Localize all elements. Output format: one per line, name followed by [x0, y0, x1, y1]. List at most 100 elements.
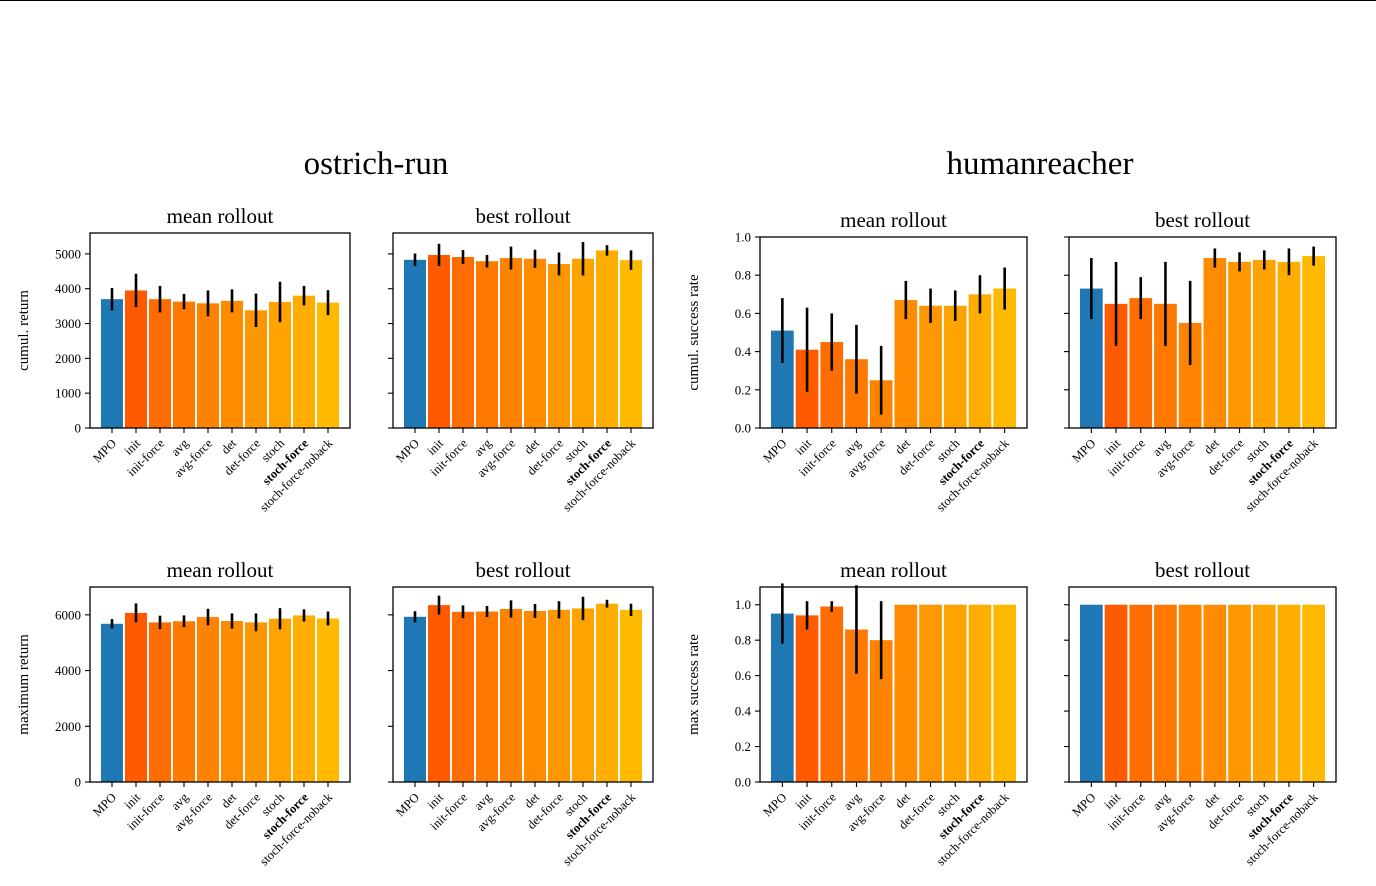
bar-stoch: [943, 305, 967, 428]
bar-stoch: [1252, 259, 1276, 428]
x-tick-label-MPO: MPO: [393, 436, 422, 465]
bar-stoch-force: [968, 604, 992, 782]
plot-frame: [89, 586, 351, 783]
bar-stoch: [1252, 604, 1276, 782]
bar-stoch-force: [968, 294, 992, 428]
group-title-humanreacher: humanreacher: [947, 146, 1134, 182]
y-tick-label: 4000: [55, 663, 81, 678]
bar-init-force: [1129, 604, 1153, 782]
x-tick-label-MPO: MPO: [90, 436, 119, 465]
y-tick-label: 4000: [55, 281, 81, 296]
bar-avg: [1154, 604, 1177, 782]
plot-frame: [759, 586, 1028, 783]
bar-avg: [1154, 303, 1177, 428]
bar-init: [795, 615, 819, 782]
y-axis-label: maximum return: [16, 634, 32, 735]
bar-avg: [475, 261, 499, 428]
y-tick-label: 0: [75, 421, 82, 436]
bar-det: [894, 604, 918, 782]
top-rule: [0, 0, 1376, 1]
bar-avg: [172, 301, 196, 428]
panel-title: best rollout: [475, 204, 570, 228]
y-tick-label: 0: [75, 775, 82, 790]
plot-frame: [392, 232, 654, 429]
bar-stoch-force: [1277, 604, 1301, 782]
bar-stoch: [268, 618, 292, 782]
y-tick-label: 1000: [55, 386, 81, 401]
panel-title: mean rollout: [167, 204, 274, 228]
plot-frame: [89, 232, 351, 429]
bar-avg: [845, 629, 868, 782]
bar-stoch-force-noback: [1302, 604, 1326, 782]
bar-init: [427, 605, 451, 782]
bar-stoch-force-noback: [316, 302, 340, 428]
bar-avg-force: [1178, 322, 1202, 428]
bar-stoch: [268, 301, 292, 428]
bar-det-force: [547, 609, 571, 782]
bar-init: [124, 612, 148, 782]
y-axis-label: cumul. return: [16, 290, 32, 371]
y-tick-label: 0.0: [735, 421, 751, 436]
bar-det: [220, 300, 244, 428]
bar-stoch: [571, 258, 595, 428]
y-tick-label: 0.0: [735, 775, 751, 790]
y-tick-label: 0.2: [735, 382, 751, 397]
bar-stoch-force: [1277, 261, 1301, 428]
bar-det-force: [919, 604, 942, 782]
bar-stoch: [571, 608, 595, 782]
y-tick-label: 0.4: [735, 344, 752, 359]
y-tick-label: 5000: [55, 246, 81, 261]
bar-det: [1203, 258, 1227, 428]
bar-avg-force: [196, 617, 220, 782]
bar-det-force: [547, 263, 571, 428]
panel-title: mean rollout: [167, 558, 274, 582]
bar-init-force: [148, 622, 172, 782]
bar-avg: [172, 621, 196, 782]
bar-stoch-force-noback: [316, 618, 340, 782]
y-tick-label: 2000: [55, 351, 81, 366]
panel-humanreacher-mean-cumul: mean rollout 0.0 0.2 0.4 0.6 0.8 1.0 cumul. suc…: [686, 208, 1028, 514]
bar-init-force: [148, 299, 172, 428]
bar-MPO: [1079, 604, 1103, 782]
bar-MPO: [403, 616, 427, 782]
y-tick-label: 0.6: [735, 668, 752, 683]
bar-stoch-force-noback: [993, 288, 1017, 428]
bar-det: [523, 258, 547, 428]
y-axis-label: cumul. success rate: [686, 274, 702, 391]
bar-det: [894, 300, 918, 428]
bar-avg-force: [499, 258, 523, 428]
y-tick-label: 6000: [55, 607, 81, 622]
bar-det-force: [1228, 604, 1251, 782]
bar-det-force: [244, 622, 268, 782]
bar-init-force: [820, 606, 844, 782]
bar-MPO: [770, 613, 794, 782]
x-tick-label-MPO: MPO: [1069, 436, 1098, 465]
panel-title: best rollout: [475, 558, 570, 582]
bar-stoch-force: [595, 603, 619, 782]
bar-init-force: [1129, 298, 1153, 428]
bar-init-force: [820, 342, 844, 428]
y-tick-label: 0.4: [735, 704, 752, 719]
group-title-ostrich-run: ostrich-run: [304, 146, 449, 182]
y-tick-label: 0.6: [735, 306, 752, 321]
panel-humanreacher-mean-max: mean rollout 0.0 0.2 0.4 0.6 0.8 1.0 max succes…: [686, 558, 1028, 868]
plot-frame: [759, 236, 1028, 429]
bar-det-force: [919, 305, 942, 428]
bar-init: [427, 254, 451, 428]
bar-stoch-force-noback: [1302, 256, 1326, 428]
bar-avg-force: [1178, 604, 1202, 782]
bar-det: [220, 620, 244, 782]
bar-det: [1203, 604, 1227, 782]
panel-title: mean rollout: [840, 558, 947, 582]
bar-MPO: [770, 330, 794, 428]
panel-title: best rollout: [1155, 208, 1250, 232]
bar-avg-force: [499, 609, 523, 782]
plot-frame: [1068, 236, 1337, 429]
panel-ostrich-mean-max: mean rollout 0 2000 4000 6000 maximum return M…: [16, 558, 351, 868]
bar-MPO: [403, 259, 427, 428]
plot-frame: [392, 586, 654, 783]
bar-avg-force: [869, 640, 893, 782]
